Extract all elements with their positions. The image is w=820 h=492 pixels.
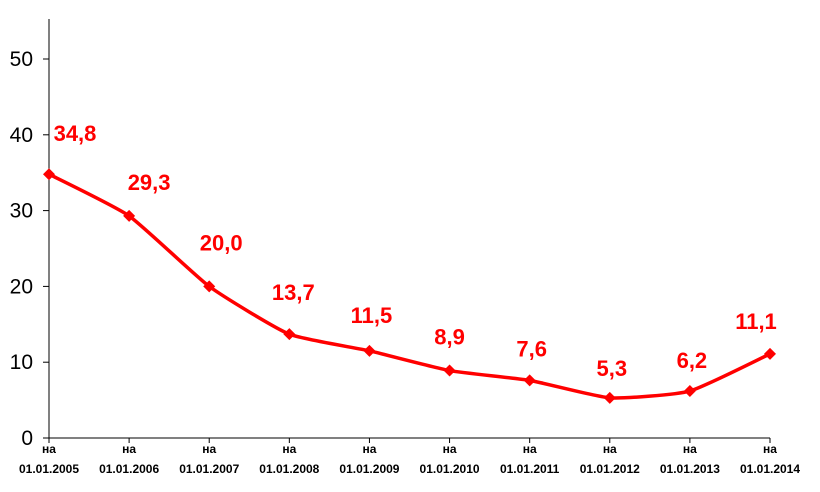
- x-tick-prefix: на: [443, 442, 457, 456]
- y-tick-label: 50: [10, 48, 33, 71]
- data-point-marker: [443, 364, 456, 377]
- data-label: 34,8: [54, 121, 97, 146]
- x-tick-label: 01.01.2014: [740, 462, 800, 476]
- data-label: 8,9: [434, 325, 465, 350]
- x-tick-label: 01.01.2005: [19, 462, 79, 476]
- x-tick-label: 01.01.2013: [660, 462, 720, 476]
- data-label: 11,5: [351, 303, 393, 328]
- data-point-marker: [123, 209, 136, 222]
- x-tick-prefix: на: [42, 442, 56, 456]
- y-tick-label: 10: [10, 351, 33, 374]
- series-line: [47, 172, 772, 400]
- data-point-marker: [764, 347, 776, 360]
- data-label: 20,0: [200, 230, 243, 255]
- y-tick-label: 30: [10, 200, 33, 223]
- data-point-marker: [203, 280, 216, 293]
- x-tick-label: 01.01.2009: [339, 462, 399, 476]
- y-tick-label: 20: [10, 275, 33, 298]
- x-tick-label: 01.01.2006: [99, 462, 159, 476]
- data-point-marker: [363, 344, 376, 357]
- x-tick-label: 01.01.2008: [259, 462, 319, 476]
- series-group: [43, 168, 776, 404]
- x-tick-prefix: на: [362, 442, 376, 456]
- data-point-marker: [283, 328, 296, 341]
- data-label: 6,2: [677, 348, 708, 373]
- data-label: 7,6: [516, 336, 547, 361]
- x-axis: на 01.01.2005 на 01.01.2006 на 01.01.2007 на 01…: [19, 437, 800, 476]
- y-tick-label: 40: [10, 124, 33, 147]
- x-tick-prefix: на: [282, 442, 296, 456]
- data-label: 5,3: [596, 356, 627, 381]
- x-tick-label: 01.01.2010: [420, 462, 480, 476]
- x-tick-label: 01.01.2011: [500, 462, 560, 476]
- x-tick-label: 01.01.2007: [179, 462, 239, 476]
- data-label: 29,3: [128, 170, 171, 195]
- data-label: 11,1: [735, 309, 777, 334]
- x-tick-prefix: на: [122, 442, 136, 456]
- x-tick-prefix: на: [763, 442, 777, 456]
- x-tick-prefix: на: [202, 442, 216, 456]
- x-tick-label: 01.01.2012: [580, 462, 640, 476]
- data-point-marker: [43, 168, 55, 181]
- y-tick-label: 0: [21, 427, 33, 450]
- data-labels: 34,8 29,3 20,0 13,7 11,5 8,9 7,6 5,3 6,2 11,1: [54, 121, 777, 381]
- x-tick-prefix: на: [603, 442, 617, 456]
- data-label: 13,7: [272, 280, 315, 305]
- data-point-marker: [683, 385, 696, 398]
- data-point-marker: [523, 374, 536, 387]
- x-tick-prefix: на: [523, 442, 537, 456]
- x-tick-prefix: на: [683, 442, 697, 456]
- data-point-marker: [603, 391, 616, 404]
- y-axis: 0 10 20 30 40 50: [10, 19, 50, 450]
